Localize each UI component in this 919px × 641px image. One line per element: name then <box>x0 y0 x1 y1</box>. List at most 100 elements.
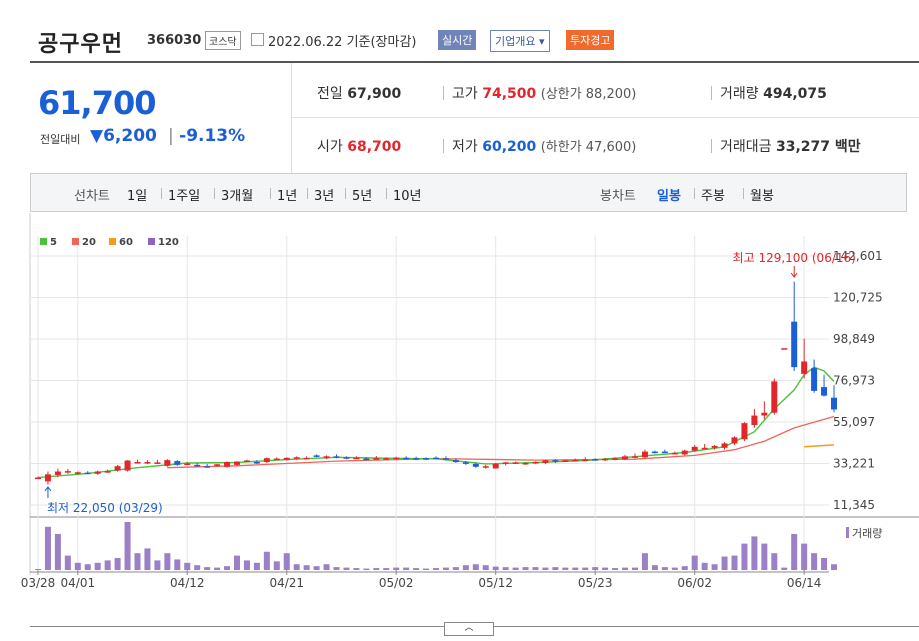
collapse-toggle[interactable]: ︿ <box>444 622 494 636</box>
tab-line-1[interactable]: 1주일 <box>168 189 201 204</box>
volume-bar <box>234 555 240 570</box>
y-tick-label: 142,601 <box>833 249 883 263</box>
candle <box>154 459 161 464</box>
candle-chart-label: 봉차트 <box>600 189 636 204</box>
tab-line-2[interactable]: 3개월 <box>221 189 254 204</box>
volume-bar <box>602 567 609 570</box>
candle <box>383 457 390 461</box>
volume-bar <box>283 553 290 570</box>
stock-header: 공구우먼 366030 코스닥 2022.06.22 기준(장마감) 실시간 기… <box>0 0 919 62</box>
volume-bar <box>641 553 648 570</box>
candle <box>64 469 71 474</box>
candle <box>363 457 370 461</box>
candle-body <box>253 462 260 464</box>
volume-bar <box>413 568 420 570</box>
y-tick-label: 55,097 <box>833 415 875 429</box>
candle-body <box>781 348 788 350</box>
candle <box>403 456 410 460</box>
volume-bar <box>204 567 211 570</box>
candle <box>472 462 479 468</box>
tab-divider <box>345 188 346 199</box>
tab-candle-0[interactable]: 일봉 <box>657 189 681 204</box>
candle-body <box>661 451 668 454</box>
candle-body <box>622 456 629 460</box>
candle-body <box>562 460 569 463</box>
volume-bar <box>224 566 231 570</box>
y-tick-label: 120,725 <box>833 291 883 305</box>
tab-candle-1[interactable]: 주봉 <box>701 189 725 204</box>
candle-body <box>323 456 330 459</box>
volume-bar <box>781 567 788 570</box>
candle-body <box>194 464 201 467</box>
realtime-button[interactable]: 실시간 <box>438 30 477 50</box>
candle <box>592 458 599 461</box>
candle <box>632 453 638 459</box>
candle-body <box>482 466 489 468</box>
high-annotation: 최고 129,100 (06/16) <box>733 251 856 265</box>
volume-bar <box>353 568 360 570</box>
stock-name: 공구우먼 <box>38 32 123 57</box>
candle <box>74 471 81 475</box>
candle <box>204 463 211 468</box>
candle-body <box>413 458 420 460</box>
volume-bar <box>433 568 439 570</box>
candle <box>582 457 589 462</box>
tab-line-6[interactable]: 10년 <box>393 189 422 204</box>
high-label: 고가 <box>452 86 478 102</box>
candle <box>134 459 141 464</box>
candle-body <box>512 462 519 464</box>
candle <box>194 462 201 467</box>
candle-body <box>343 457 350 459</box>
volume-bar <box>253 562 260 570</box>
candle-body <box>164 460 171 466</box>
quote-divider <box>291 63 292 173</box>
tab-line-4[interactable]: 3년 <box>314 189 335 204</box>
candle-body <box>791 321 798 368</box>
candle <box>781 348 788 350</box>
candle <box>35 476 41 480</box>
volume-bar <box>562 567 569 570</box>
tab-line-5[interactable]: 5년 <box>352 189 373 204</box>
candle <box>512 461 519 464</box>
candle <box>273 457 280 461</box>
candle <box>761 401 768 420</box>
open-label: 시가 <box>317 139 343 155</box>
volume-label: 거래량 <box>720 86 759 102</box>
volume-bar <box>35 569 41 570</box>
candle <box>104 469 111 473</box>
volume-bar <box>303 565 310 570</box>
legend-label: 120 <box>158 237 179 248</box>
y-tick-label: 98,849 <box>833 332 875 346</box>
candle <box>413 456 420 461</box>
tab-line-3[interactable]: 1년 <box>277 189 298 204</box>
candle-body <box>293 457 300 459</box>
candle-body <box>452 460 459 463</box>
candle-body <box>632 456 638 458</box>
candle <box>423 457 430 461</box>
investment-warning-badge[interactable]: 투자경고 <box>566 30 615 50</box>
tab-candle-2[interactable]: 월봉 <box>750 189 774 204</box>
volume-bar <box>681 566 688 570</box>
x-tick-label: 06/14 <box>787 576 822 590</box>
candle-body <box>671 452 678 455</box>
company-overview-button[interactable]: 기업개요 ▾ <box>490 30 550 52</box>
candle <box>224 461 231 468</box>
volume-legend-label: 거래량 <box>852 527 882 540</box>
volume-bar <box>711 564 718 570</box>
candle <box>731 436 738 445</box>
volume-bar <box>671 567 678 570</box>
change-label: 전일대비 <box>40 133 81 146</box>
volume-bar <box>273 561 280 570</box>
candle <box>164 459 171 467</box>
volume-bar <box>423 568 430 570</box>
candle-body <box>751 415 758 426</box>
pipe-divider <box>711 139 712 153</box>
volume-bar <box>552 567 559 570</box>
prev-close-label: 전일 <box>317 86 343 102</box>
volume-bar <box>94 562 101 570</box>
candle-body <box>124 460 131 471</box>
candle <box>552 459 559 463</box>
tab-line-0[interactable]: 1일 <box>127 189 148 204</box>
candle-body <box>393 457 400 460</box>
